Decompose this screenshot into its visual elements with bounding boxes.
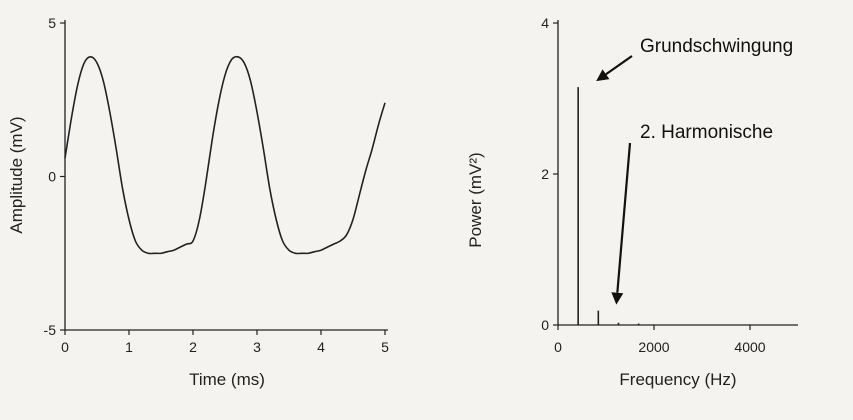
spectrum-annotation-arrow bbox=[605, 55, 633, 76]
spectrum-annotations: Grundschwingung 2. Harmonische bbox=[596, 36, 793, 305]
spectrum-x-tick-label: 2000 bbox=[638, 339, 669, 355]
spectrum-x-axis-label: Frequency (Hz) bbox=[619, 370, 736, 389]
waveform-x-tick-label: 5 bbox=[381, 339, 389, 355]
spectrum-annotation-arrow bbox=[616, 142, 632, 293]
waveform-y-axis-label: Amplitude (mV) bbox=[7, 116, 26, 233]
waveform-x-tick-label: 1 bbox=[125, 339, 133, 355]
waveform-x-axis-label: Time (ms) bbox=[189, 370, 265, 389]
waveform-y-tick-label: 5 bbox=[48, 15, 56, 31]
spectrum-annotation-arrowhead bbox=[611, 292, 624, 305]
spectrum-x-tick-label: 0 bbox=[554, 339, 562, 355]
waveform-series-line bbox=[64, 55, 386, 255]
spectrum-chart: 0 2000 4000 4 2 0 Frequency (Hz) Power (mV²)… bbox=[466, 15, 798, 389]
waveform-x-ticks: 0 1 2 3 4 5 bbox=[61, 330, 389, 355]
waveform-y-tick-label: 0 bbox=[48, 169, 56, 185]
spectrum-peaks bbox=[577, 87, 640, 325]
waveform-x-tick-label: 2 bbox=[189, 339, 197, 355]
spectrum-x-tick-label: 4000 bbox=[734, 339, 765, 355]
waveform-x-tick-label: 4 bbox=[317, 339, 325, 355]
spectrum-x-ticks: 0 2000 4000 bbox=[554, 325, 766, 355]
waveform-x-tick-label: 0 bbox=[61, 339, 69, 355]
spectrum-y-ticks: 4 2 0 bbox=[541, 15, 558, 333]
spectrum-y-tick-label: 0 bbox=[541, 317, 549, 333]
spectrum-annotation-label: Grundschwingung bbox=[640, 36, 793, 57]
waveform-y-tick-label: -5 bbox=[44, 322, 57, 338]
spectrum-y-tick-label: 2 bbox=[541, 166, 549, 182]
waveform-y-ticks: 5 0 -5 bbox=[44, 15, 65, 338]
spectrum-y-tick-label: 4 bbox=[541, 15, 549, 31]
spectrum-y-axis-label: Power (mV²) bbox=[466, 152, 485, 247]
spectrum-annotation-arrowhead bbox=[596, 69, 610, 82]
spectrum-annotation-label: 2. Harmonische bbox=[640, 122, 773, 143]
waveform-x-tick-label: 3 bbox=[253, 339, 261, 355]
